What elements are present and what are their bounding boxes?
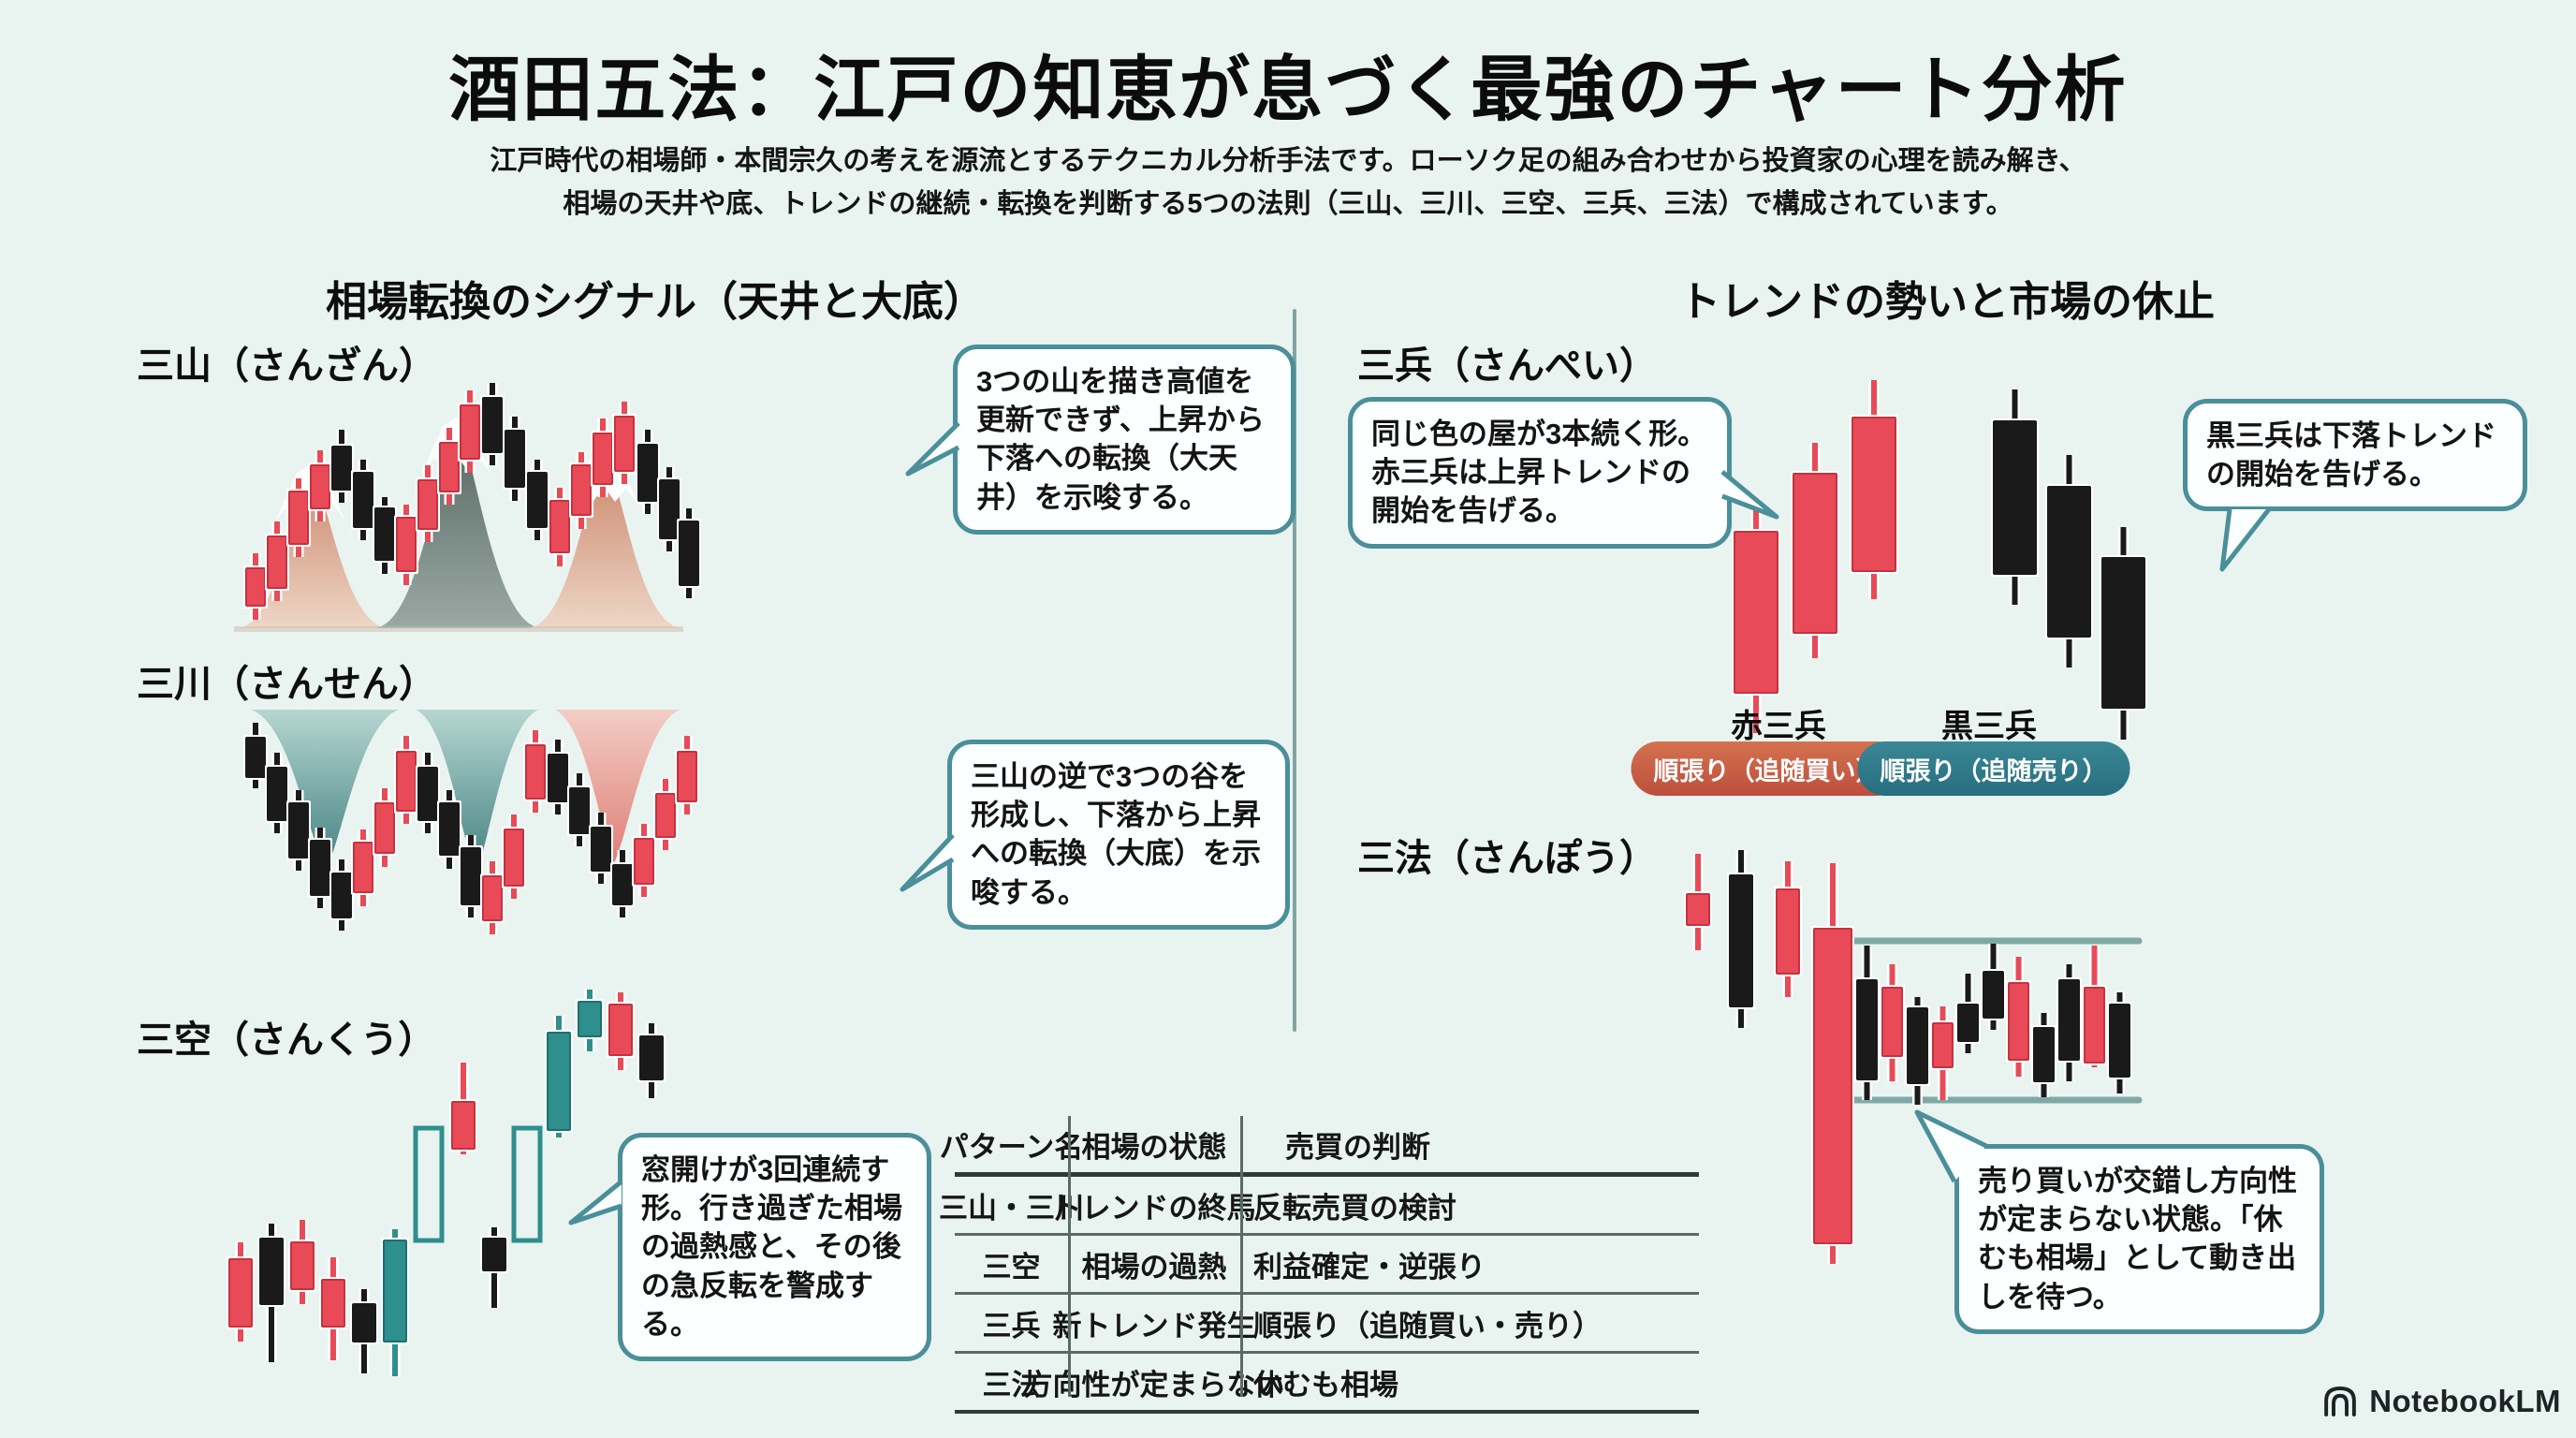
notebooklm-brand: NotebookLM — [2320, 1382, 2561, 1421]
red-three-soldiers-chart — [1732, 380, 1898, 733]
black-three-crows-chart — [1991, 389, 2147, 740]
sanku-candlestick-chart — [227, 990, 666, 1376]
subtitle-line-1: 江戸時代の相場師・本間宗久の考えを源流とするテクニカル分析手法です。ローソク足の… — [490, 146, 2086, 176]
table-cell: 休むも相場 — [1253, 1368, 1398, 1401]
table-header-cell: 相場の状態 — [1081, 1130, 1227, 1164]
table-row: 三法 方向性が定まらない 休むも相場 — [955, 1354, 1699, 1414]
table-column-separator — [1240, 1116, 1243, 1397]
table-cell: 三法 — [982, 1368, 1041, 1401]
subtitle-line-2: 相場の天井や底、トレンドの継続・転換を判断する5つの法則（三山、三川、三空、三兵… — [563, 189, 2013, 219]
table-row: 三空 相場の過熱 利益確定・逆張り — [955, 1236, 1699, 1295]
sanpei-black-speech-bubble: 黒三兵は下落トレンドの開始を告げる。 — [2183, 399, 2527, 512]
sanpei-pattern-label: 三兵（さんぺい） — [1357, 345, 1657, 387]
right-section-heading: トレンドの勢いと市場の休止 — [1679, 279, 2215, 325]
sanpei-red-bubble-tail — [1720, 470, 1779, 520]
table-row: 三兵 新トレンド発生 順張り（追随買い・売り） — [955, 1295, 1699, 1354]
table-header-cell: 売買の判断 — [1285, 1130, 1430, 1164]
table-column-separator — [1068, 1116, 1071, 1397]
sansen-pattern-label: 三川（さんせん） — [137, 664, 436, 705]
page-title: 酒田五法：江戸の知恵が息づく最強のチャート分析 — [448, 51, 2128, 130]
summary-table: パターン名 相場の状態 売買の判断三山・三川 トレンドの終馬 反転売買の検討三空 相場の過… — [939, 1116, 1699, 1414]
table-cell: 三空 — [982, 1250, 1041, 1284]
sanzan-speech-bubble: 3つの山を描き高値を更新できず、上昇から下落への転換（大天井）を示唆する。 — [953, 345, 1295, 535]
table-cell: トレンドの終馬 — [1052, 1191, 1256, 1225]
table-cell: 三山・三川 — [939, 1191, 1084, 1225]
sanku-bubble-tail — [568, 1180, 623, 1225]
sanzan-bubble-tail — [905, 421, 960, 477]
table-cell: 相場の過熱 — [1081, 1250, 1227, 1284]
red-three-soldiers-caption: 赤三兵 — [1731, 709, 1826, 744]
table-cell: 三兵 — [982, 1309, 1041, 1343]
sanpo-speech-bubble: 売り買いが交錯し方向性が定まらない状態。「休むも相場」として動き出しを待つ。 — [1954, 1144, 2324, 1334]
table-cell: 新トレンド発生 — [1052, 1309, 1256, 1343]
table-row: 三山・三川 トレンドの終馬 反転売買の検討 — [939, 1177, 1699, 1236]
table-header-cell: パターン名 — [939, 1130, 1084, 1164]
sanku-speech-bubble: 窓開けが3回連続す形。行き過ぎた相場の過熱感と、その後の急反転を警成する。 — [618, 1133, 931, 1362]
sanpo-candlestick-chart — [1684, 850, 2143, 1264]
sanpei-black-bubble-tail — [2219, 507, 2271, 572]
left-section-heading: 相場転換のシグナル（天井と大底） — [326, 279, 985, 325]
sansen-candlestick-chart — [243, 710, 699, 934]
black-three-crows-caption: 黒三兵 — [1941, 709, 2037, 744]
sanzan-pattern-label: 三山（さんざん） — [137, 345, 436, 387]
black-follow-trend-badge: 順張り（追随売り） — [1857, 741, 2130, 796]
table-cell: 反転売買の検討 — [1253, 1191, 1456, 1225]
sansen-bubble-tail — [900, 833, 955, 892]
sanpei-red-speech-bubble: 同じ色の屋が3本続く形。赤三兵は上昇トレンドの開始を告げる。 — [1348, 397, 1732, 549]
sansen-speech-bubble: 三山の逆で3つの谷を形成し、下落から上昇への転換（大底）を示唆する。 — [947, 740, 1290, 930]
notebooklm-brand-text: NotebookLM — [2369, 1384, 2561, 1418]
sanzan-candlestick-chart — [234, 383, 701, 632]
table-cell: 方向性が定まらない — [1023, 1368, 1285, 1401]
sanku-pattern-label: 三空（さんくう） — [137, 1020, 436, 1061]
notebooklm-logo-icon — [2324, 1387, 2357, 1416]
table-header-row: パターン名 相場の状態 売買の判断 — [939, 1116, 1699, 1177]
column-divider — [1293, 309, 1296, 1032]
table-cell: 利益確定・逆張り — [1253, 1250, 1486, 1284]
table-cell: 順張り（追随買い・売り） — [1253, 1309, 1602, 1343]
sanpo-pattern-label: 三法（さんぽう） — [1357, 838, 1657, 879]
sanpo-bubble-tail — [1914, 1109, 1988, 1183]
